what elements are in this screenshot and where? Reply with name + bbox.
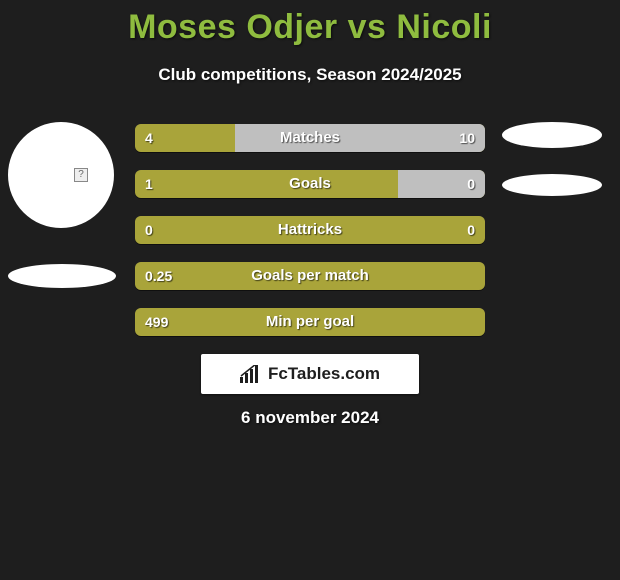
stat-bar: Goals per match0.25 xyxy=(135,262,485,290)
stat-bar: Min per goal499 xyxy=(135,308,485,336)
bar-value-right: 0 xyxy=(467,170,475,198)
bar-label: Goals per match xyxy=(135,262,485,290)
bar-label: Matches xyxy=(135,124,485,152)
player-right-block xyxy=(502,122,602,196)
stat-bar: Goals1 0 xyxy=(135,170,485,198)
player-left-shadow xyxy=(8,264,116,288)
bar-value-right: 10 xyxy=(459,124,475,152)
player-left-block: ? xyxy=(8,122,116,288)
player-right-shadow xyxy=(502,174,602,196)
image-placeholder-icon: ? xyxy=(74,168,88,182)
bar-label: Min per goal xyxy=(135,308,485,336)
bar-value-left: 0.25 xyxy=(145,262,172,290)
bar-value-left: 1 xyxy=(145,170,153,198)
brand-chart-icon xyxy=(240,365,262,383)
stat-bar: Hattricks0 0 xyxy=(135,216,485,244)
bar-label: Hattricks xyxy=(135,216,485,244)
player-right-avatar xyxy=(502,122,602,148)
bar-value-left: 499 xyxy=(145,308,168,336)
subtitle: Club competitions, Season 2024/2025 xyxy=(0,65,620,85)
stat-bar: Matches4 10 xyxy=(135,124,485,152)
page-title: Moses Odjer vs Nicoli xyxy=(0,0,620,47)
bar-label: Goals xyxy=(135,170,485,198)
bar-value-left: 4 xyxy=(145,124,153,152)
bar-value-right: 0 xyxy=(467,216,475,244)
brand-text: FcTables.com xyxy=(268,364,380,384)
date-label: 6 november 2024 xyxy=(0,408,620,428)
player-left-avatar: ? xyxy=(8,122,114,228)
brand-badge: FcTables.com xyxy=(201,354,419,394)
bar-value-left: 0 xyxy=(145,216,153,244)
comparison-bars: Matches410Goals10Hattricks00Goals per ma… xyxy=(135,124,485,354)
